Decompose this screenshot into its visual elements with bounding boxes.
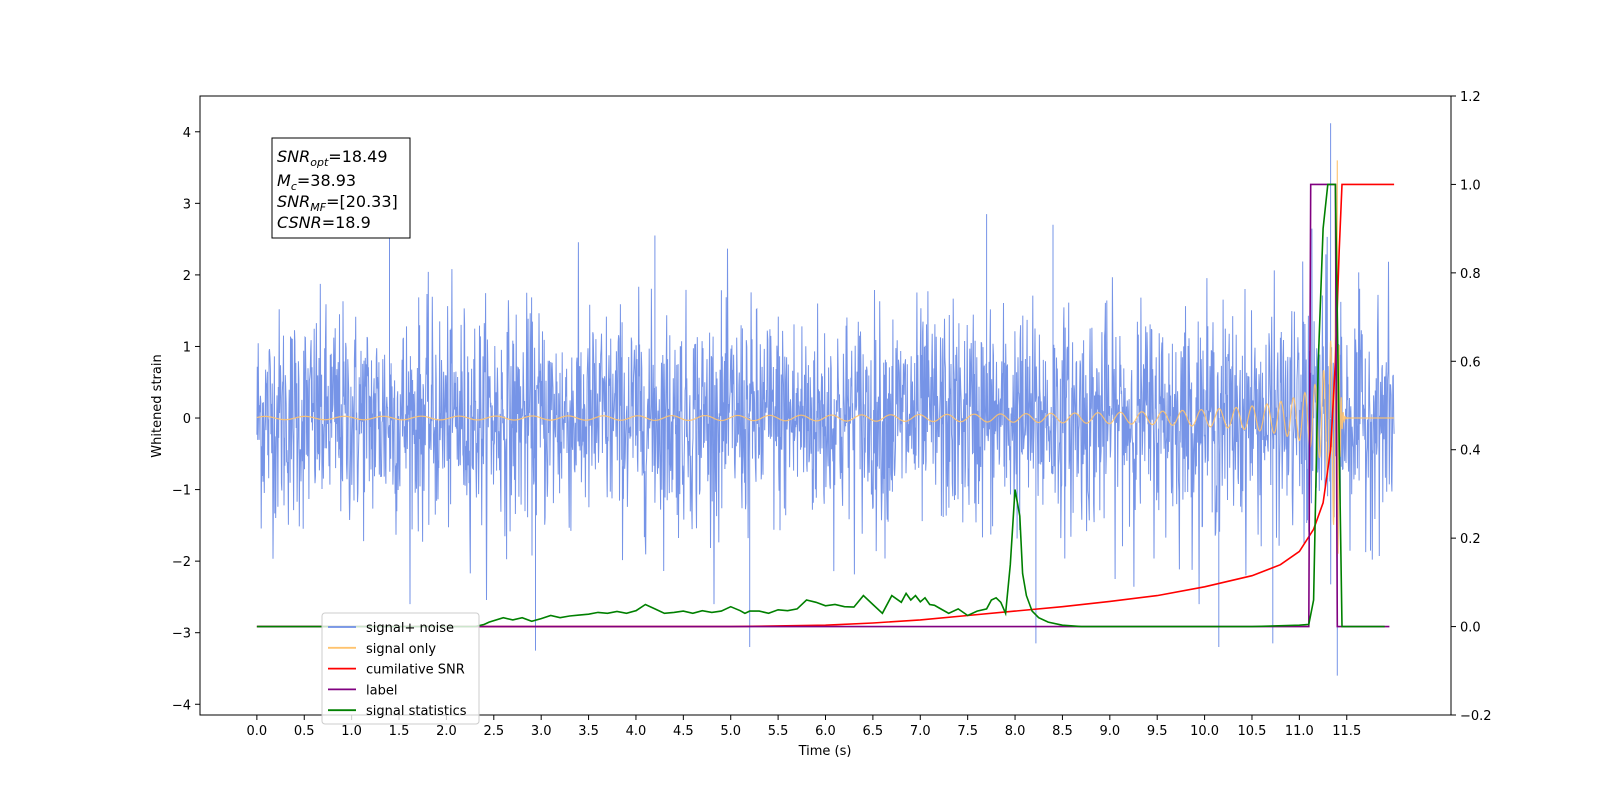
y-axis-label: Whitened strain bbox=[150, 354, 165, 457]
x-tick-label: 7.0 bbox=[910, 724, 931, 739]
info-csnr: CSNR=18.9 bbox=[277, 213, 371, 232]
x-tick-label: 1.0 bbox=[341, 724, 362, 739]
legend-entries: signal+ noise signal only cumilative SNR la… bbox=[328, 621, 467, 719]
x-tick-label: 10.0 bbox=[1190, 724, 1219, 739]
info-mc-value: =38.93 bbox=[297, 171, 356, 190]
x-axis: 0.0 0.5 1.0 1.5 2.0 2.5 3.0 3.5 4.0 4.5 5.0 5.5 6.0 6… bbox=[247, 715, 1361, 739]
y-axis-right: 1.2 1.0 0.8 0.6 0.4 0.2 0.0 −0.2 bbox=[1451, 90, 1492, 724]
y-tick-label: −1 bbox=[172, 484, 191, 499]
x-tick-label: 2.5 bbox=[483, 724, 504, 739]
y-tick-label: −4 bbox=[172, 698, 191, 713]
x-tick-label: 10.5 bbox=[1238, 724, 1267, 739]
info-snr-opt-subscript: opt bbox=[310, 156, 329, 169]
x-tick-label: 9.0 bbox=[1099, 724, 1120, 739]
x-tick-label: 5.0 bbox=[720, 724, 741, 739]
x-tick-label: 1.5 bbox=[389, 724, 410, 739]
legend-label: signal+ noise bbox=[366, 621, 454, 636]
y-tick-label: 2 bbox=[183, 269, 191, 284]
info-snr-mf: SNRMF=[20.33] bbox=[277, 192, 398, 214]
series-layer bbox=[256, 123, 1395, 676]
info-mc-subscript: c bbox=[291, 180, 297, 193]
info-snr-mf-value: =[20.33] bbox=[326, 192, 398, 211]
series-signal-statistics bbox=[256, 183, 1385, 628]
x-tick-label: 11.0 bbox=[1285, 724, 1314, 739]
x-tick-label: 6.5 bbox=[863, 724, 884, 739]
y-tick-label: 4 bbox=[183, 126, 191, 141]
series-signal-only bbox=[256, 160, 1395, 558]
x-axis-label: Time (s) bbox=[798, 744, 852, 759]
x-tick-label: 2.0 bbox=[436, 724, 457, 739]
y-tick-label: −3 bbox=[172, 627, 191, 642]
info-box-frame bbox=[271, 137, 411, 239]
y2-tick-label: 1.0 bbox=[1460, 178, 1481, 193]
y-axis-left: 4 3 2 1 0 −1 −2 −3 −4 bbox=[172, 126, 200, 713]
y2-tick-label: 1.2 bbox=[1460, 90, 1481, 105]
y2-tick-label: 0.6 bbox=[1460, 355, 1481, 370]
info-snr-opt-symbol: SNR bbox=[277, 147, 310, 166]
x-tick-label: 3.5 bbox=[578, 724, 599, 739]
x-tick-label: 4.5 bbox=[673, 724, 694, 739]
x-tick-label: 4.0 bbox=[626, 724, 647, 739]
x-tick-label: 9.5 bbox=[1147, 724, 1168, 739]
x-tick-label: 8.5 bbox=[1052, 724, 1073, 739]
x-tick-label: 6.0 bbox=[815, 724, 836, 739]
y-tick-label: 3 bbox=[183, 197, 191, 212]
legend: signal+ noise signal only cumilative SNR la… bbox=[321, 612, 480, 725]
info-box: SNRopt=18.49 Mc=38.93 SNRMF=[20.33] CSNR… bbox=[271, 137, 411, 239]
legend-frame bbox=[321, 612, 480, 725]
x-tick-label: 5.5 bbox=[768, 724, 789, 739]
y-tick-label: −2 bbox=[172, 555, 191, 570]
info-csnr-symbol: CSNR bbox=[277, 213, 322, 232]
y-tick-label: 1 bbox=[183, 340, 191, 355]
info-csnr-value: =18.9 bbox=[322, 213, 371, 232]
y2-tick-label: 0.4 bbox=[1460, 444, 1481, 459]
legend-label: label bbox=[366, 683, 397, 698]
y2-tick-label: 0.0 bbox=[1460, 621, 1481, 636]
x-tick-label: 8.0 bbox=[1005, 724, 1026, 739]
y2-tick-label: 0.2 bbox=[1460, 532, 1481, 547]
y2-tick-label: 0.8 bbox=[1460, 267, 1481, 282]
y-tick-label: 0 bbox=[183, 412, 191, 427]
legend-label: signal only bbox=[366, 642, 436, 657]
info-mc-symbol: M bbox=[277, 171, 291, 190]
x-tick-label: 11.5 bbox=[1332, 724, 1361, 739]
x-tick-label: 7.5 bbox=[957, 724, 978, 739]
legend-label: cumilative SNR bbox=[366, 663, 465, 678]
x-tick-label: 0.5 bbox=[294, 724, 315, 739]
info-mc: Mc=38.93 bbox=[277, 171, 356, 193]
info-snr-opt-value: =18.49 bbox=[328, 147, 387, 166]
legend-label: signal statistics bbox=[366, 704, 467, 719]
y2-tick-label: −0.2 bbox=[1460, 709, 1492, 724]
info-snr-mf-symbol: SNR bbox=[277, 192, 310, 211]
info-snr-opt: SNRopt=18.49 bbox=[277, 147, 388, 169]
x-tick-label: 0.0 bbox=[247, 724, 268, 739]
x-tick-label: 3.0 bbox=[531, 724, 552, 739]
info-snr-mf-subscript: MF bbox=[310, 201, 326, 214]
